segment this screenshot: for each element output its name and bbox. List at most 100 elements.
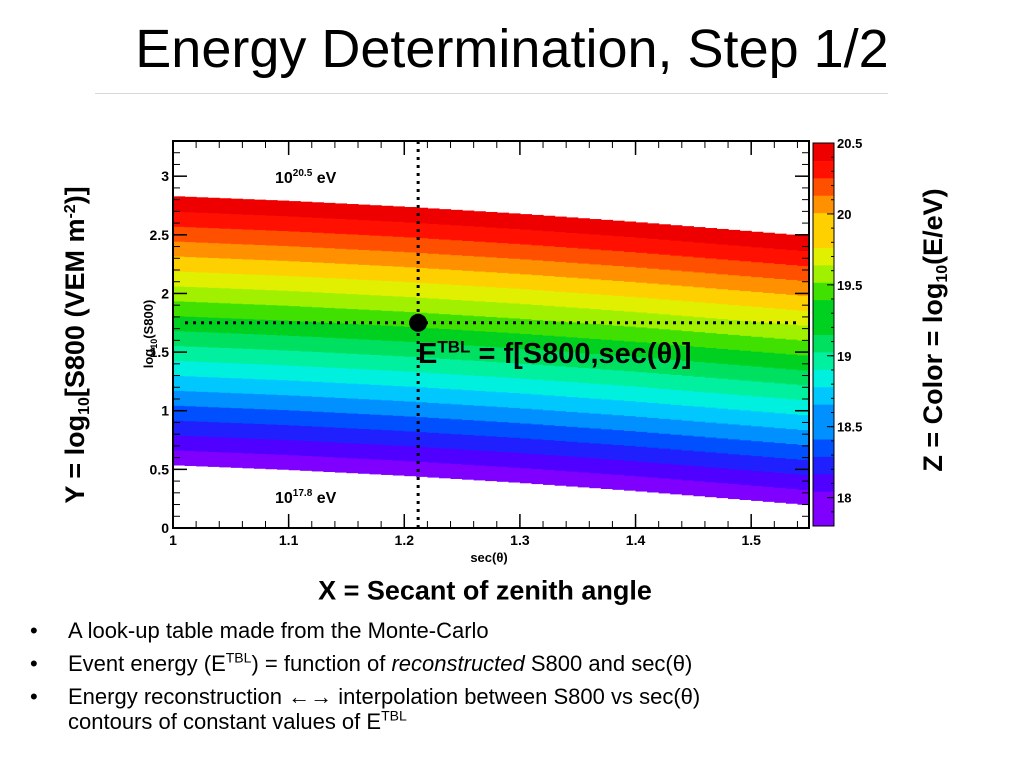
heatmap-cell bbox=[334, 203, 348, 219]
heatmap-cell bbox=[704, 228, 718, 244]
heatmap-cell bbox=[647, 357, 660, 374]
heatmap-cell bbox=[658, 418, 671, 434]
heatmap-cell bbox=[577, 367, 590, 383]
heatmap-cell bbox=[438, 388, 452, 404]
heatmap-cell bbox=[300, 380, 313, 397]
x-tick-label: 1.5 bbox=[741, 532, 761, 548]
z-tick-label: 18.5 bbox=[837, 420, 862, 435]
heatmap-cell bbox=[600, 428, 614, 445]
heatmap-cell bbox=[600, 234, 614, 251]
heatmap-cell bbox=[635, 222, 648, 238]
heatmap-cell bbox=[462, 300, 475, 316]
heatmap-cell bbox=[230, 347, 243, 364]
heatmap-cell bbox=[473, 390, 486, 406]
heatmap-cell bbox=[323, 307, 336, 323]
heatmap-cell bbox=[751, 366, 764, 382]
heatmap-cell bbox=[184, 420, 197, 437]
heatmap-cell bbox=[473, 345, 486, 362]
heatmap-cell bbox=[762, 247, 775, 264]
heatmap-cell bbox=[300, 350, 313, 367]
heatmap-cell bbox=[415, 237, 428, 254]
heatmap-cell bbox=[438, 403, 452, 419]
heatmap-cell bbox=[531, 319, 544, 335]
heatmap-cell bbox=[219, 242, 232, 259]
heatmap-cell bbox=[288, 409, 301, 426]
heatmap-cell bbox=[473, 270, 486, 287]
heatmap-cell bbox=[589, 472, 602, 489]
heatmap-cell bbox=[531, 379, 544, 395]
heatmap-cell bbox=[485, 346, 498, 362]
heatmap-cell bbox=[670, 389, 683, 405]
heatmap-cell bbox=[566, 277, 579, 293]
heatmap-cell bbox=[346, 323, 359, 339]
heatmap-cell bbox=[196, 286, 209, 303]
heatmap-cell bbox=[358, 219, 371, 236]
heatmap-cell bbox=[438, 358, 452, 374]
heatmap-cell bbox=[531, 259, 544, 276]
heatmap-cell bbox=[288, 320, 301, 336]
heatmap-cell bbox=[774, 412, 787, 429]
heatmap-cell bbox=[739, 409, 752, 426]
heatmap-cell bbox=[230, 437, 243, 453]
heatmap-cell bbox=[311, 411, 324, 427]
heatmap-cell bbox=[381, 444, 394, 461]
heatmap-cell bbox=[288, 230, 301, 247]
heatmap-cell bbox=[704, 466, 718, 483]
heatmap-cell bbox=[716, 318, 729, 334]
heatmap-cell bbox=[334, 382, 348, 398]
heatmap-cell bbox=[612, 354, 625, 371]
heatmap-cell bbox=[612, 310, 625, 326]
heatmap-cell bbox=[728, 229, 741, 246]
heatmap-cell bbox=[450, 209, 463, 226]
heatmap-cell bbox=[681, 315, 694, 332]
heatmap-cell bbox=[670, 404, 683, 420]
heatmap-cell bbox=[196, 256, 209, 273]
heatmap-cell bbox=[323, 292, 336, 308]
heatmap-cell bbox=[184, 316, 197, 332]
heatmap-cell bbox=[173, 300, 186, 317]
heatmap-cell bbox=[219, 332, 232, 349]
color-scale-segment bbox=[813, 491, 834, 510]
heatmap-cell bbox=[774, 323, 787, 339]
heatmap-cell bbox=[496, 406, 509, 423]
heatmap-cell bbox=[184, 360, 197, 377]
heatmap-cell bbox=[681, 285, 694, 302]
bullet-marker: • bbox=[30, 684, 38, 709]
heatmap-cell bbox=[589, 248, 602, 265]
heatmap-cell bbox=[300, 276, 313, 292]
heatmap-cell bbox=[751, 231, 764, 248]
heatmap-cell bbox=[219, 302, 232, 319]
heatmap-cell bbox=[693, 271, 706, 288]
heatmap-cell bbox=[323, 456, 336, 473]
heatmap-cell bbox=[704, 421, 718, 438]
heatmap-cell bbox=[519, 333, 533, 349]
heatmap-cell bbox=[543, 409, 556, 426]
color-scale-segment bbox=[813, 247, 834, 266]
heatmap-cell bbox=[404, 400, 417, 417]
heatmap-cell bbox=[751, 246, 764, 263]
heatmap-cell bbox=[508, 452, 521, 468]
heatmap-cell bbox=[473, 315, 486, 332]
heatmap-cell bbox=[600, 309, 614, 325]
heatmap-cell bbox=[346, 233, 359, 250]
heatmap-cell bbox=[728, 453, 741, 470]
heatmap-cell bbox=[438, 343, 452, 359]
heatmap-cell bbox=[277, 230, 290, 246]
heatmap-cell bbox=[253, 438, 267, 454]
color-scale-segment bbox=[813, 369, 834, 388]
heatmap-cell bbox=[311, 247, 324, 263]
heatmap-cell bbox=[207, 227, 220, 244]
slide-title: Energy Determination, Step 1/2 bbox=[135, 19, 889, 79]
heatmap-cell bbox=[600, 398, 614, 415]
heatmap-cell bbox=[277, 319, 290, 336]
heatmap-cell bbox=[693, 286, 706, 303]
heatmap-cell bbox=[242, 333, 255, 349]
heatmap-cell bbox=[427, 342, 440, 359]
heatmap-cell bbox=[612, 295, 625, 311]
heatmap-cell bbox=[774, 308, 787, 324]
heatmap-cell bbox=[277, 364, 290, 381]
heatmap-cell bbox=[334, 248, 348, 264]
heatmap-cell bbox=[450, 299, 463, 315]
heatmap-cell bbox=[762, 411, 775, 428]
heatmap-cell bbox=[554, 410, 567, 427]
